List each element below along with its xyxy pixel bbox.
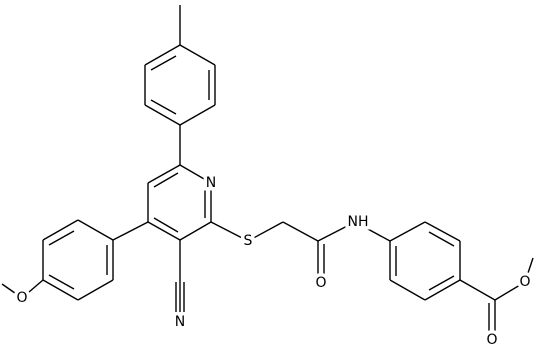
atom-label: N [175, 314, 185, 330]
atom-label: O [315, 275, 326, 291]
atom-label: N [206, 175, 216, 191]
atom-label: S [244, 233, 253, 249]
atom-label: O [486, 332, 497, 348]
atom-label: NH [348, 214, 369, 230]
atom-label: O [519, 274, 530, 290]
bonds [1, 5, 534, 338]
atom-label: O [16, 290, 27, 306]
atom-labels: N S N NH O O O O [13, 172, 534, 350]
